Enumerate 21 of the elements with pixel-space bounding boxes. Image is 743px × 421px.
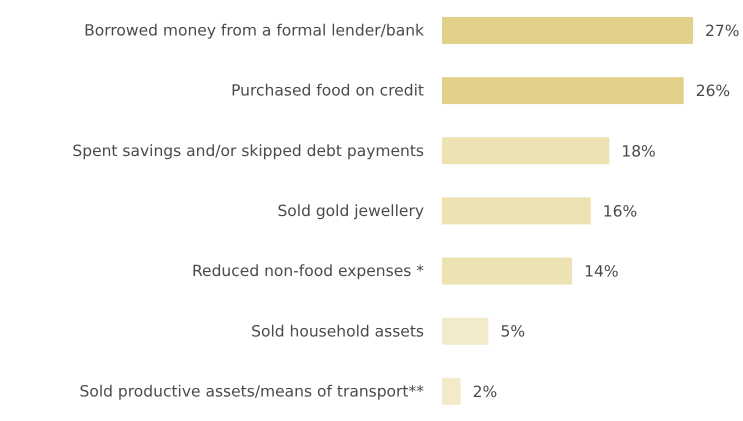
bar	[442, 378, 461, 405]
data-label: 27%	[705, 22, 740, 40]
data-label: 18%	[621, 142, 656, 160]
y-tick-label: Sold gold jewellery	[277, 202, 424, 220]
y-tick-label: Spent savings and/or skipped debt payments	[72, 142, 424, 160]
y-tick-label: Sold productive assets/means of transport**	[80, 382, 424, 400]
data-label: 26%	[696, 82, 730, 100]
y-tick-label: Purchased food on credit	[231, 82, 424, 100]
bar	[442, 17, 693, 44]
bar	[442, 197, 591, 224]
bar	[442, 258, 572, 285]
bar	[442, 77, 684, 104]
data-label: 5%	[500, 322, 526, 341]
data-label: 14%	[584, 262, 619, 281]
data-label: 16%	[602, 202, 638, 220]
y-tick-label: Reduced non-food expenses *	[192, 262, 424, 280]
bar	[442, 137, 610, 164]
y-tick-label: Sold household assets	[251, 322, 424, 340]
y-tick-label: Borrowed money from a formal lender/bank	[84, 22, 424, 40]
data-label: 2%	[472, 382, 498, 401]
bar	[442, 318, 488, 345]
